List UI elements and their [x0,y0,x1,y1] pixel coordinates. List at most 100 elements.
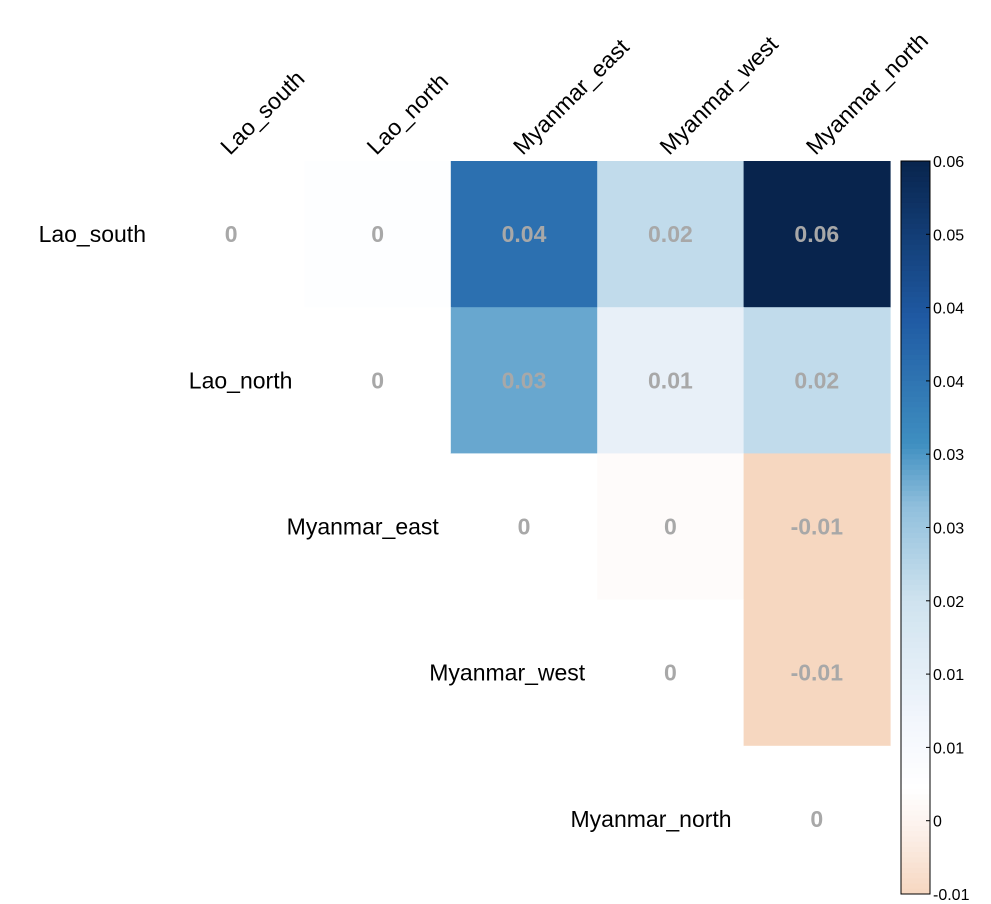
colorbar-strip [901,318,930,324]
colorbar-strip [901,202,930,209]
heatmap-cell-Myanmar_east-Myanmar_north [743,453,891,601]
cell-value-Myanmar_north-Myanmar_north: 0 [810,806,823,832]
row-label-Myanmar_west: Myanmar_west [429,660,586,686]
colorbar-strip [901,668,930,675]
cell-value-Lao_north-Myanmar_east: 0.03 [502,367,547,393]
colorbar-strip [901,794,930,801]
colorbar-strip [901,595,930,602]
colorbar-strip [901,297,930,303]
cell-value-Myanmar_east-Myanmar_east: 0 [518,514,531,540]
column-label-Lao_north: Lao_north [362,68,454,160]
colorbar-strip [901,736,930,743]
colorbar-strip [901,485,930,492]
colorbar-strip [901,831,930,837]
heatmap-cell-labels: 0 0 0.04 0.02 0.06 0 0.03 0.01 0.02 0 0 -0.01 0 -0.01… [225,221,843,832]
colorbar-strip [901,606,930,612]
colorbar-strip [901,250,930,256]
colorbar-strip [901,815,930,822]
heatmap-cell-Myanmar_east-Myanmar_west [597,453,745,601]
colorbar-strip [901,558,930,565]
colorbar-strip [901,454,930,460]
column-label-Myanmar_north: Myanmar_north [801,27,933,159]
heatmap-cell-Lao_north-Lao_north [304,307,452,454]
colorbar-strip [901,359,930,366]
colorbar-strip [901,621,930,628]
colorbar-strip [901,171,930,178]
colorbar-strip [901,223,930,230]
cell-value-Lao_north-Lao_north: 0 [371,367,384,393]
heatmap-cell-Myanmar_west-Myanmar_west [597,599,745,747]
colorbar-strip [901,857,930,864]
colorbar-strip [901,637,930,644]
cell-value-Lao_south-Myanmar_north: 0.06 [794,221,839,247]
colorbar-tick-label: 0.01 [933,740,964,757]
colorbar-strip [901,501,930,508]
colorbar-strip [901,307,930,314]
colorbar-strip [901,804,930,811]
colorbar-strip [901,323,930,330]
colorbar-strip [901,564,930,570]
colorbar-strip [901,480,930,487]
cell-value-Myanmar_east-Myanmar_west: 0 [664,514,677,540]
heatmap-cell-Myanmar_west-Myanmar_north [743,599,891,747]
colorbar-strip [901,569,930,576]
row-label-Lao_north: Lao_north [189,367,293,393]
column-label-Myanmar_west: Myanmar_west [654,30,783,159]
cell-value-Lao_north-Myanmar_west: 0.01 [648,367,693,393]
colorbar-strip [901,873,930,879]
colorbar-strip [901,354,930,361]
heatmap-cell-Myanmar_north-Myanmar_north [743,745,891,893]
cell-value-Myanmar_east-Myanmar_north: -0.01 [791,514,844,540]
colorbar-strip [901,642,930,649]
colorbar-strip [901,626,930,633]
colorbar-strip [901,187,930,193]
colorbar-tick-label: 0.06 [933,154,964,171]
colorbar-strip [901,490,930,497]
colorbar-strip [901,841,930,848]
colorbar-strip [901,679,930,686]
colorbar-strip [901,208,930,214]
colorbar-strip [901,862,930,869]
cell-value-Lao_south-Myanmar_east: 0.04 [502,221,547,247]
row-label-Lao_south: Lao_south [39,221,146,247]
colorbar-strip [901,742,930,748]
colorbar-strip [901,674,930,680]
colorbar-strip [901,553,930,560]
colorbar-strip [901,532,930,539]
colorbar-strip [901,302,930,309]
colorbar-strip [901,396,930,403]
colorbar-strip [901,537,930,544]
colorbar-strip [901,333,930,340]
heatmap-cell-Lao_north-Myanmar_west [597,307,745,454]
colorbar-strip [901,784,930,790]
colorbar-strip [901,407,930,413]
colorbar-strip [901,161,930,167]
colorbar-strip [901,647,930,654]
colorbar-strip [901,448,930,455]
colorbar-strip [901,291,930,298]
colorbar-strip [901,422,930,429]
heatmap-cell-Lao_south-Lao_south [158,161,305,308]
column-label-Lao_south: Lao_south [215,65,309,159]
colorbar-strip [901,339,930,345]
colorbar-strip [901,375,930,382]
colorbar-strip [901,517,930,523]
colorbar-strip [901,511,930,518]
colorbar-strip [901,349,930,356]
colorbar-tick-label: 0.04 [933,301,964,318]
colorbar-strip [901,878,930,885]
colorbar-strip [901,401,930,408]
colorbar-strip [901,616,930,623]
colorbar-strip [901,726,930,733]
colorbar-tick-label: 0.03 [933,447,964,464]
colorbar-strip [901,825,930,832]
colorbar-strip [901,244,930,251]
colorbar-strip [901,820,930,827]
colorbar-strip [901,883,930,890]
colorbar-strip [901,276,930,282]
heatmap-cell-Lao_south-Lao_north [304,161,452,308]
colorbar-strip [901,370,930,377]
colorbar-strip [901,475,930,481]
row-labels: Lao_south Lao_north Myanmar_east Myanmar_we… [39,221,732,832]
